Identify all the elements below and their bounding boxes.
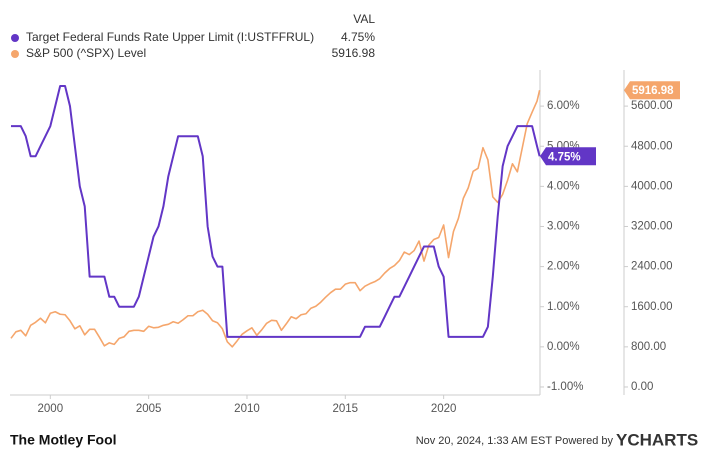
y2-tick-label: 0.00 (631, 381, 653, 393)
y-tick-label: 0.00% (547, 341, 580, 353)
x-tick-label: 2005 (136, 403, 162, 415)
y2-tick-label: 5600.00 (631, 100, 673, 112)
end-badge: 4.75% (540, 147, 596, 166)
series-line (10, 85, 541, 338)
end-badge-shape (624, 81, 680, 100)
y2-tick-label: 1600.00 (631, 301, 673, 313)
y-tick-label: 1.00% (547, 301, 580, 313)
end-badge-label: 5916.98 (632, 85, 674, 97)
y2-tick-label: 4000.00 (631, 180, 673, 192)
x-tick-label: 2010 (234, 403, 260, 415)
series-line (10, 90, 541, 348)
end-badge: 5916.98 (624, 81, 680, 100)
y2-tick-label: 3200.00 (631, 221, 673, 233)
legend-marker (11, 34, 19, 42)
x-tick-label: 2015 (333, 403, 359, 415)
legend-value: 5916.98 (332, 46, 376, 60)
y-tick-label: 3.00% (547, 221, 580, 233)
legend-label: S&P 500 (^SPX) Level (26, 46, 146, 60)
end-badge-label: 4.75% (548, 151, 581, 163)
y2-tick-label: 4800.00 (631, 140, 673, 152)
end-badge-shape (540, 147, 596, 166)
footer-timestamp: Nov 20, 2024, 1:33 AM EST Powered by (416, 435, 614, 447)
legend-value: 4.75% (341, 30, 375, 44)
y-tick-label: 2.00% (547, 261, 580, 273)
footer-brand: YCHARTS (616, 430, 698, 449)
y-tick-label: 6.00% (547, 100, 580, 112)
legend-header: VAL (353, 12, 375, 26)
x-tick-label: 2020 (431, 403, 457, 415)
x-tick-label: 2000 (38, 403, 64, 415)
y-tick-label: -1.00% (547, 381, 583, 393)
legend-label: Target Federal Funds Rate Upper Limit (I… (26, 30, 314, 44)
footer-source: The Motley Fool (10, 432, 117, 448)
legend-marker (11, 50, 19, 58)
y-tick-label: 4.00% (547, 180, 580, 192)
y2-tick-label: 2400.00 (631, 261, 673, 273)
y2-tick-label: 800.00 (631, 341, 666, 353)
